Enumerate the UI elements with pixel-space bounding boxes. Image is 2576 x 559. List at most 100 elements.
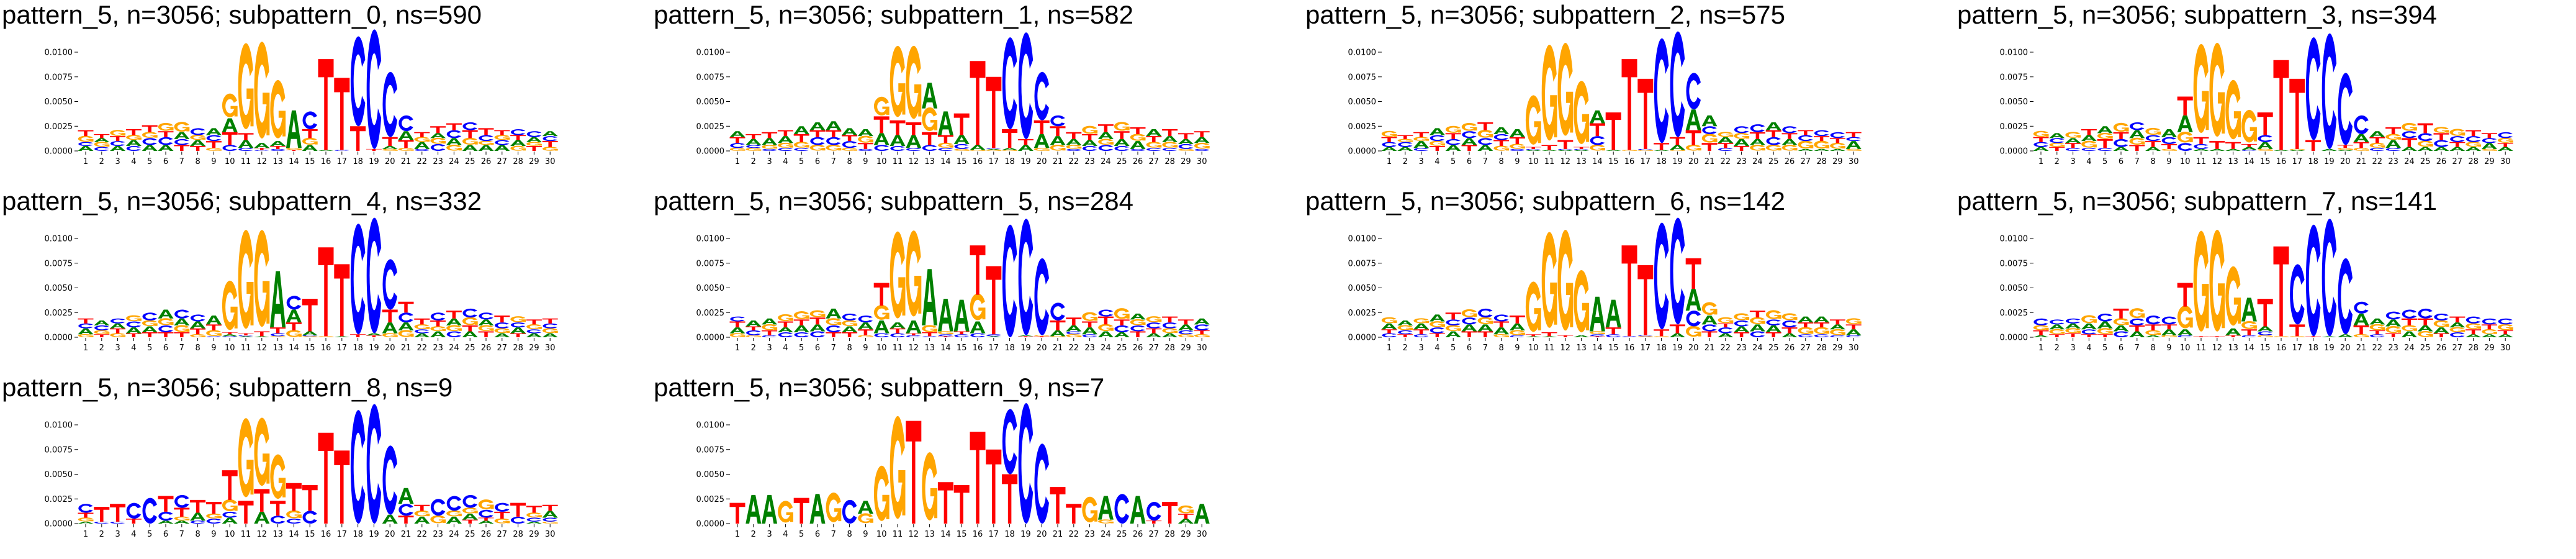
logo-column xyxy=(270,454,286,524)
logo-letter-G xyxy=(174,516,190,520)
logo-column xyxy=(2369,131,2385,151)
logo-letter-C xyxy=(2322,33,2337,149)
logo-letter-G xyxy=(1541,232,1557,328)
x-tick-label: 20 xyxy=(1037,530,1047,539)
letter-glyph-T xyxy=(937,336,953,337)
letter-glyph-A xyxy=(745,494,762,524)
logo-letter-A xyxy=(1525,150,1541,151)
logo-column xyxy=(302,298,318,337)
letter-glyph-G xyxy=(542,147,558,151)
letter-glyph-C xyxy=(286,296,302,310)
logo-letter-T xyxy=(2193,137,2209,144)
letter-glyph-G xyxy=(286,330,302,337)
logo-letter-C xyxy=(1098,309,1114,317)
letter-glyph-C xyxy=(1718,148,1733,151)
letter-glyph-T xyxy=(2145,141,2161,147)
logo-letter-T xyxy=(2369,137,2385,143)
y-tick-label: 0.0025 xyxy=(2000,122,2029,132)
logo-letter-G xyxy=(1098,324,1114,331)
logo-letter-C xyxy=(1510,148,1525,152)
logo-column xyxy=(110,504,126,524)
x-tick-label: 27 xyxy=(2452,343,2463,353)
letter-glyph-C xyxy=(2065,318,2081,324)
logo-letter-A xyxy=(2225,328,2241,335)
logo-letter-T xyxy=(2433,133,2449,140)
letter-glyph-C xyxy=(1702,324,1717,332)
logo-column xyxy=(1050,302,1066,337)
logo-letter-T xyxy=(777,321,793,328)
letter-glyph-T xyxy=(1605,112,1621,150)
letter-glyph-A xyxy=(2481,334,2497,337)
logo-letter-A xyxy=(1574,150,1590,151)
letter-glyph-G xyxy=(206,330,222,336)
logo-letter-G xyxy=(2145,330,2161,335)
letter-glyph-A xyxy=(1097,331,1114,337)
x-tick-label: 21 xyxy=(1053,343,1063,353)
letter-glyph-G xyxy=(1074,335,1082,337)
letter-glyph-G xyxy=(2202,91,2209,130)
letter-glyph-C xyxy=(1493,314,1509,322)
logo-letter-A xyxy=(1509,129,1525,137)
letter-glyph-A xyxy=(1445,145,1461,151)
logo-letter-C xyxy=(2258,331,2272,335)
letter-glyph-G xyxy=(1742,135,1750,139)
letter-glyph-A xyxy=(542,511,558,518)
letter-glyph-A xyxy=(1781,333,1798,337)
letter-glyph-G xyxy=(2466,323,2481,329)
letter-glyph-A xyxy=(2401,147,2417,151)
x-tick-label: 20 xyxy=(2340,157,2351,166)
letter-glyph-G xyxy=(214,333,222,336)
letter-glyph-A xyxy=(78,521,94,524)
logo-column xyxy=(334,450,350,524)
logo-letter-T xyxy=(2097,139,2113,148)
logo-letter-G xyxy=(1082,125,1098,134)
letter-glyph-G xyxy=(1534,308,1541,330)
logo-letter-G xyxy=(238,230,254,329)
letter-glyph-T xyxy=(2289,324,2305,337)
letter-glyph-T xyxy=(1445,312,1461,320)
letter-glyph-G xyxy=(786,317,793,321)
logo-letter-A xyxy=(2257,326,2273,332)
logo-letter-T xyxy=(729,137,745,143)
logo-letter-G xyxy=(1098,139,1114,145)
logo-letter-C xyxy=(94,325,109,330)
letter-glyph-T xyxy=(1097,124,1114,132)
logo-letter-C xyxy=(986,334,1001,337)
logo-column xyxy=(1637,78,1654,151)
letter-glyph-G xyxy=(858,513,873,524)
logo-letter-C xyxy=(1034,258,1049,335)
letter-glyph-G xyxy=(2249,325,2257,329)
letter-glyph-C xyxy=(1846,335,1861,337)
logo-letter-T xyxy=(254,331,270,337)
letter-glyph-T xyxy=(809,317,826,325)
logo-letter-T xyxy=(94,134,110,139)
x-tick-label: 26 xyxy=(1785,343,1795,353)
letter-glyph-G xyxy=(1066,334,1081,337)
letter-glyph-G xyxy=(1654,336,1669,337)
logo-letter-C xyxy=(286,519,302,524)
logo-letter-G xyxy=(922,325,938,332)
letter-glyph-C xyxy=(1146,148,1161,151)
letter-glyph-G xyxy=(294,334,302,337)
logo-letter-G xyxy=(2049,142,2065,147)
logo-letter-T xyxy=(729,321,745,328)
letter-glyph-T xyxy=(1701,331,1718,337)
logo-letter-A xyxy=(1146,129,1162,137)
logo-letter-C xyxy=(1814,334,1829,337)
y-tick-label: 0.0100 xyxy=(2000,235,2029,244)
logo-column xyxy=(334,264,350,337)
logo-letter-T xyxy=(350,126,366,151)
logo-letter-A xyxy=(1097,496,1114,520)
letter-glyph-A xyxy=(1130,496,1146,524)
logo-letter-T xyxy=(350,334,366,337)
letter-glyph-T xyxy=(1429,146,1445,151)
logo-column xyxy=(494,502,510,524)
letter-glyph-C xyxy=(1798,135,1813,142)
logo-letter-T xyxy=(1178,319,1194,325)
letter-glyph-G xyxy=(2042,327,2049,330)
x-tick-label: 1 xyxy=(1387,343,1392,353)
logo-letter-T xyxy=(494,511,510,519)
letter-glyph-C xyxy=(270,148,286,152)
letter-glyph-G xyxy=(471,141,478,145)
letter-glyph-G xyxy=(454,513,462,517)
